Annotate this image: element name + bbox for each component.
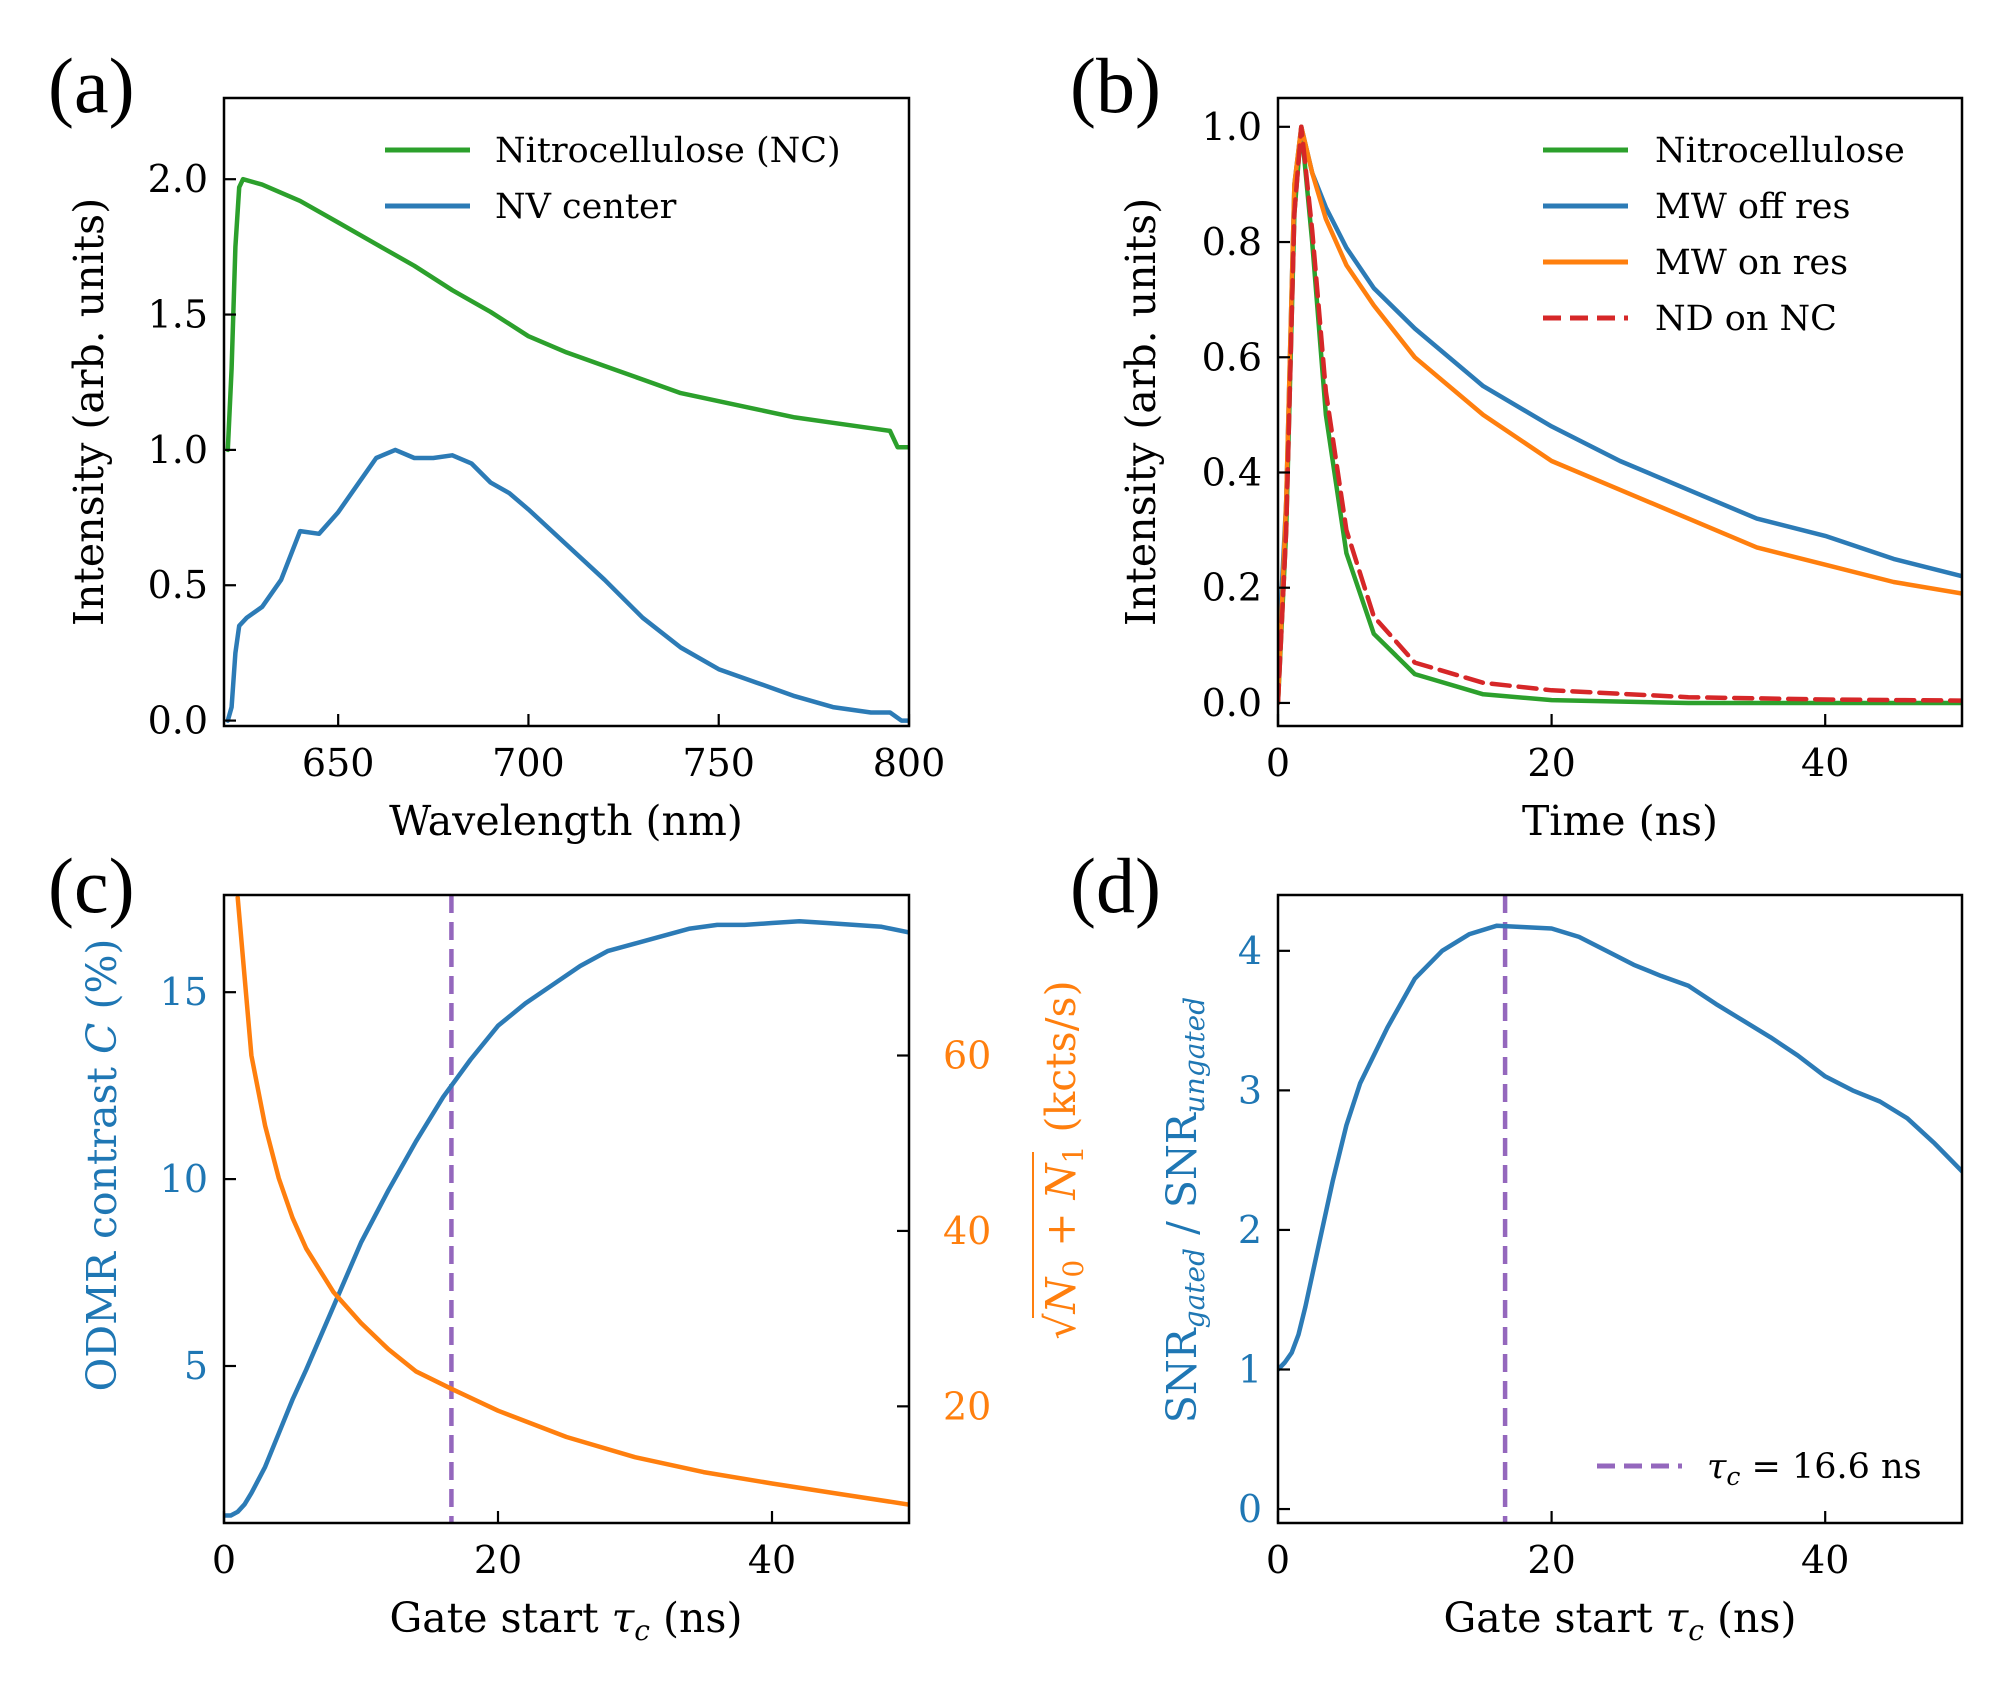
line-nitrocellulose-nc — [225, 176, 909, 453]
series-sqrt-counts — [235, 895, 909, 1507]
panel-c-right-y-ticks: 20 40 60 — [897, 1034, 991, 1428]
panel-c-axes-frame — [222, 893, 911, 1525]
panel-d-ylabel: SNRgated / SNRungated — [1158, 997, 1211, 1423]
panel-a-xlabel: Wavelength (nm) — [389, 797, 743, 845]
panel-c: (c) 0 20 40 5 10 15 20 40 60 Gate start τc (ns… — [48, 842, 1090, 1647]
panel-c-ylabel-right: √N0 + N1 (kcts/s) — [1032, 980, 1090, 1340]
y-tick-label: 0.4 — [1202, 450, 1262, 494]
panel-a-y-ticks: 0.0 0.5 1.0 1.5 2.0 — [148, 157, 236, 743]
panel-a-x-ticks: 650 700 750 800 — [302, 714, 945, 785]
y-tick-label: 1 — [1238, 1347, 1262, 1391]
panel-d-label: (d) — [1070, 842, 1161, 929]
x-tick-label: 700 — [492, 741, 565, 785]
panel-c-label: (c) — [48, 842, 135, 929]
series-nitrocellulose — [1278, 124, 1962, 706]
panel-b-ylabel: Intensity (arb. units) — [1117, 198, 1165, 626]
y-tick-label: 2 — [1238, 1208, 1262, 1252]
y-tick-label: 15 — [160, 970, 208, 1014]
panel-a-ylabel: Intensity (arb. units) — [65, 198, 113, 626]
panel-b-xlabel: Time (ns) — [1522, 797, 1718, 845]
line-red — [1278, 124, 1962, 706]
y-tick-label: 60 — [943, 1034, 991, 1078]
x-tick-label: 20 — [1527, 741, 1575, 785]
legend-label-nv-center: NV center — [495, 187, 677, 227]
legend-label-tau-c: τc = 16.6 ns — [1707, 1447, 1922, 1491]
legend-label-nitrocellulose-nc: Nitrocellulose (NC) — [495, 131, 841, 171]
x-tick-label: 40 — [1801, 741, 1849, 785]
series-odmr-contrast — [224, 918, 909, 1518]
series-nv-center — [225, 447, 909, 723]
panel-c-ylabel-left: ODMR contrast C (%) — [78, 939, 126, 1392]
x-tick-label: 20 — [474, 1538, 522, 1582]
y-tick-label: 1.5 — [148, 293, 208, 337]
y-tick-label: 0 — [1238, 1487, 1262, 1531]
x-tick-label: 0 — [1266, 741, 1290, 785]
legend-label-nd-on-nc: ND on NC — [1655, 299, 1837, 339]
line-snr-ratio — [1278, 923, 1962, 1372]
line-odmr-contrast — [224, 918, 909, 1518]
y-tick-label: 4 — [1238, 929, 1262, 973]
panel-a: (a) 650 700 750 800 0.0 0.5 1.0 1.5 2.0 Wavelen… — [48, 42, 945, 845]
y-tick-label: 0.5 — [148, 563, 208, 607]
series-snr-ratio — [1278, 923, 1962, 1372]
panel-b-axes-frame — [1276, 96, 1964, 728]
panel-a-legend: Nitrocellulose (NC) NV center — [385, 131, 841, 227]
panel-d-legend: τc = 16.6 ns — [1597, 1447, 1922, 1491]
y-tick-label: 3 — [1238, 1068, 1262, 1112]
x-tick-label: 20 — [1527, 1538, 1575, 1582]
panel-b-y-ticks: 0.0 0.2 0.4 0.6 0.8 1.0 — [1202, 105, 1290, 725]
y-tick-label: 0.0 — [1202, 681, 1262, 725]
x-tick-label: 0 — [1266, 1538, 1290, 1582]
y-tick-label: 2.0 — [148, 157, 208, 201]
line-sqrt-counts — [235, 895, 909, 1507]
panel-d: (d) 0 20 40 0 1 2 3 4 Gate start τc (ns) SNRga… — [1070, 842, 1964, 1647]
x-tick-label: 800 — [873, 741, 946, 785]
panel-b-x-ticks: 0 20 40 — [1266, 714, 1849, 785]
y-tick-label: 0.0 — [148, 699, 208, 743]
panel-b-legend: Nitrocellulose MW off res MW on res ND o… — [1543, 131, 1905, 339]
y-tick-label: 10 — [160, 1157, 208, 1201]
panel-c-xlabel: Gate start τc (ns) — [390, 1594, 743, 1647]
series-nd-on-nc — [1278, 124, 1962, 706]
panel-d-x-ticks: 0 20 40 — [1266, 1511, 1849, 1582]
panel-d-xlabel: Gate start τc (ns) — [1444, 1594, 1797, 1647]
x-tick-label: 0 — [212, 1538, 236, 1582]
svg-text:√N0 + N1 (kcts/s): √N0 + N1 (kcts/s) — [1037, 980, 1090, 1339]
panel-c-x-ticks: 0 20 40 — [212, 1511, 796, 1582]
y-tick-label: 0.6 — [1202, 335, 1262, 379]
x-tick-label: 40 — [748, 1538, 796, 1582]
y-tick-label: 20 — [943, 1384, 991, 1428]
x-tick-label: 40 — [1801, 1538, 1849, 1582]
line-green — [1278, 124, 1962, 706]
y-tick-label: 1.0 — [1202, 105, 1262, 149]
legend-label-mw-off-res: MW off res — [1655, 187, 1850, 227]
series-nitrocellulose-nc — [225, 176, 909, 453]
x-tick-label: 650 — [302, 741, 375, 785]
panel-b: (b) 0 20 40 0.0 0.2 0.4 0.6 0.8 1.0 Time (ns) I… — [1070, 42, 1964, 845]
panel-a-axes-frame — [222, 96, 911, 728]
panel-b-label: (b) — [1070, 42, 1161, 129]
panel-d-y-ticks: 0 1 2 3 4 — [1238, 929, 1290, 1531]
y-tick-label: 0.2 — [1202, 566, 1262, 610]
y-tick-label: 1.0 — [148, 428, 208, 472]
y-tick-label: 0.8 — [1202, 220, 1262, 264]
legend-label-mw-on-res: MW on res — [1655, 243, 1848, 283]
line-orange — [1278, 124, 1962, 706]
panel-a-label: (a) — [48, 42, 135, 129]
legend-label-nitrocellulose: Nitrocellulose — [1655, 131, 1905, 171]
y-tick-label: 40 — [943, 1209, 991, 1253]
y-tick-label: 5 — [184, 1344, 208, 1388]
panel-c-left-y-ticks: 5 10 15 — [160, 970, 236, 1388]
x-tick-label: 750 — [682, 741, 755, 785]
series-mw-on-res — [1278, 124, 1962, 706]
line-nv-center — [225, 447, 909, 723]
panel-d-axes-frame — [1276, 893, 1964, 1525]
